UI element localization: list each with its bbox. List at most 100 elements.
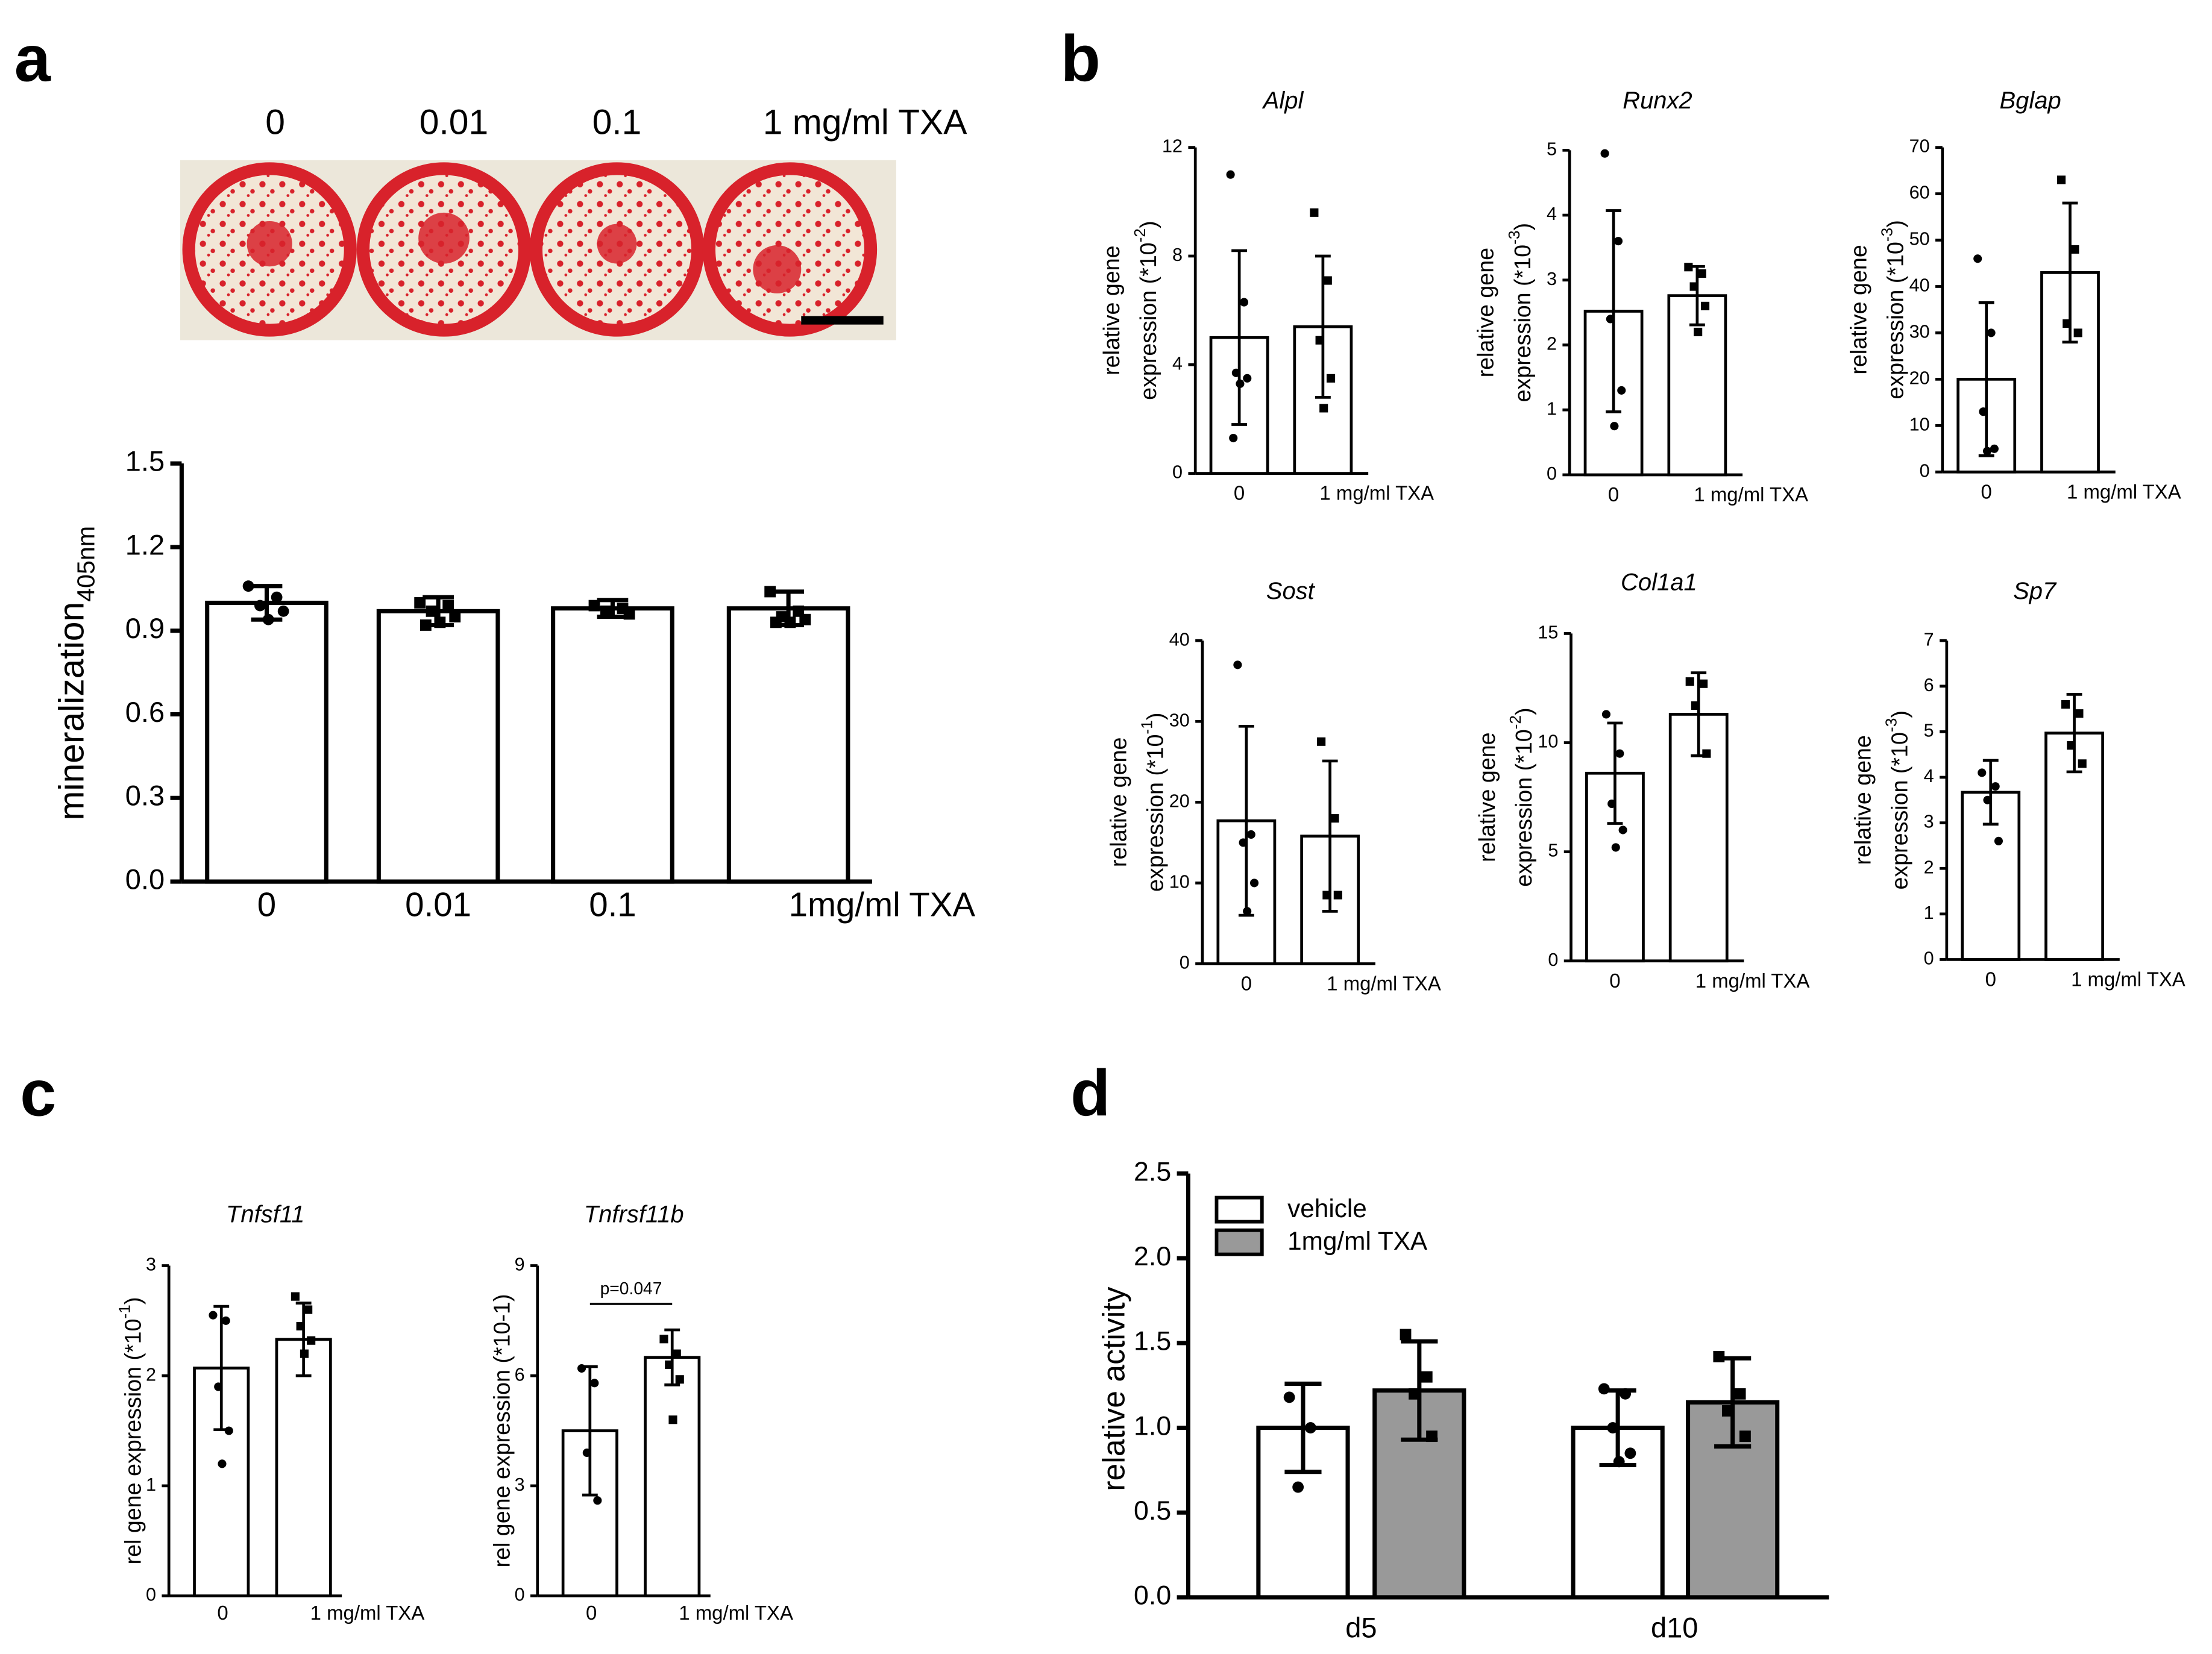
data-point — [1713, 1351, 1725, 1362]
y-axis-label: rel gene expression (*10-1) — [489, 1294, 514, 1568]
y-axis-label-text: expression (*10 — [1510, 245, 1535, 402]
y-axis-label-sup: -3 — [1882, 718, 1900, 732]
y-tick-label: 1 — [1547, 398, 1557, 419]
y-tick-label: 1.0 — [1134, 1411, 1171, 1441]
y-tick-label: 0 — [1172, 462, 1183, 483]
data-point — [1249, 879, 1259, 888]
panel-label: c — [20, 1057, 56, 1130]
error-bar — [1982, 759, 1999, 826]
x-tick-label: 0 — [1981, 480, 1992, 503]
y-axis-label-sub: 405nm — [72, 526, 99, 602]
data-point — [1697, 269, 1706, 278]
x-tick-label: 1 mg/ml TXA — [1327, 972, 1441, 994]
error-bar — [1315, 254, 1331, 399]
y-axis-label-text: expression (*10 — [1882, 242, 1908, 399]
data-point — [1243, 374, 1252, 383]
data-point — [1689, 282, 1698, 291]
y-tick-label: 7 — [1924, 629, 1934, 650]
data-point — [214, 1382, 223, 1391]
x-tick-label: 0 — [1241, 972, 1252, 994]
data-point — [1239, 298, 1249, 307]
y-axis-label-text: relative gene — [1105, 738, 1131, 867]
data-point — [600, 605, 612, 617]
data-point — [426, 605, 438, 617]
data-point — [1613, 1456, 1625, 1468]
y-tick-label: 0 — [1924, 948, 1934, 969]
data-point — [665, 1360, 674, 1369]
y-axis-label: relative activity — [1096, 1286, 1131, 1491]
y-tick-label: 20 — [1909, 368, 1930, 388]
image-label: 1 mg/ml TXA — [763, 103, 967, 142]
data-point — [1236, 379, 1245, 388]
y-tick-label: 20 — [1169, 791, 1190, 811]
data-point — [271, 591, 283, 603]
data-point — [1426, 1430, 1437, 1443]
data-point — [1315, 336, 1324, 345]
data-point — [1607, 799, 1617, 809]
y-tick-label: 0 — [515, 1585, 525, 1605]
y-tick-label: 2 — [146, 1364, 156, 1385]
data-point — [1319, 404, 1328, 413]
data-point — [1691, 701, 1700, 710]
data-point — [1990, 444, 1999, 453]
data-point — [2056, 175, 2066, 184]
data-point — [1973, 254, 1982, 263]
y-axis-label-sup: -1 — [1138, 720, 1156, 734]
legend-swatch — [1214, 1195, 1264, 1224]
x-tick-label: 0 — [217, 1602, 228, 1624]
y-axis-label-sup: -2 — [1131, 228, 1149, 242]
data-point — [764, 586, 776, 598]
y-tick-label: 0.6 — [125, 696, 165, 728]
y-tick-label: 0 — [1548, 950, 1558, 970]
y-axis-label-text: rel gene expression (*10-1) — [489, 1294, 514, 1568]
bar — [205, 600, 328, 884]
image-label: 0.01 — [419, 103, 488, 142]
data-point — [254, 600, 266, 612]
y-axis-label-sup: -1 — [116, 1305, 134, 1318]
y-axis-label-text: mineralization — [52, 602, 91, 821]
data-point — [588, 600, 600, 612]
y-tick-label: 3 — [515, 1474, 525, 1495]
y-tick-label: 9 — [515, 1255, 525, 1275]
data-point — [2075, 709, 2084, 718]
chart-title: Col1a1 — [1621, 569, 1697, 596]
y-tick-label: 1.2 — [125, 528, 165, 560]
data-point — [784, 616, 796, 628]
data-point — [770, 616, 782, 628]
data-point — [1979, 407, 1988, 416]
y-axis-label-text: expression (*10 — [1887, 732, 1912, 889]
x-tick-label: 1 mg/ml TXA — [2071, 968, 2185, 990]
x-tick-label: 1 mg/ml TXA — [1319, 482, 1434, 504]
y-tick-label: 2 — [1547, 334, 1557, 354]
data-point — [2067, 741, 2076, 750]
data-point — [1601, 710, 1611, 719]
data-point — [1606, 315, 1615, 324]
data-point — [593, 1496, 602, 1505]
y-tick-label: 40 — [1169, 629, 1190, 650]
data-point — [419, 619, 432, 631]
data-point — [1978, 768, 1987, 777]
panel-label: b — [1061, 22, 1101, 95]
data-point — [1620, 1388, 1631, 1400]
error-bar — [1607, 721, 1623, 825]
data-point — [1283, 1391, 1295, 1403]
y-axis-label: relative gene — [1474, 732, 1500, 862]
data-point — [590, 1379, 599, 1388]
bar — [644, 1356, 701, 1597]
data-point — [1734, 1388, 1746, 1400]
y-tick-label: 0 — [1920, 460, 1930, 481]
data-point — [414, 597, 426, 609]
x-tick-label: 1 mg/ml TXA — [310, 1602, 425, 1624]
y-axis-label-sup: -3 — [1877, 228, 1896, 242]
y-tick-label: 0 — [1547, 463, 1557, 484]
y-axis-label-text: relative activity — [1096, 1286, 1131, 1491]
error-bar — [1284, 1381, 1322, 1474]
y-tick-label: 0.5 — [1134, 1496, 1171, 1526]
y-axis-label: rel gene expression (*10-1) — [116, 1297, 146, 1565]
chart-title: Sp7 — [2013, 578, 2057, 604]
data-point — [1982, 446, 1992, 456]
chart-title: Tnfrsf11b — [584, 1201, 684, 1228]
data-point — [582, 1449, 591, 1458]
y-axis-label: relative gene — [1850, 735, 1875, 865]
y-axis-label-text: expression (*10 — [1143, 735, 1168, 892]
